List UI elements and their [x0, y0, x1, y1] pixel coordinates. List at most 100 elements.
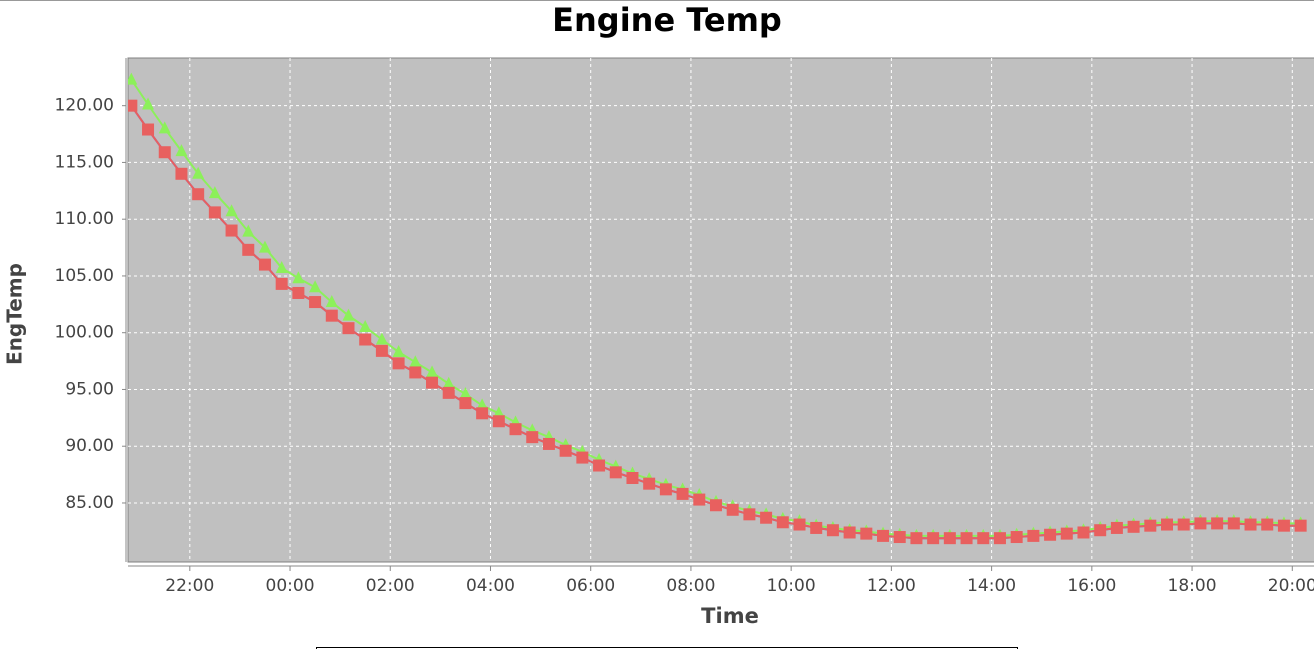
point-marker [843, 526, 856, 539]
point-marker [325, 295, 338, 308]
point-marker [409, 355, 422, 368]
point-marker [643, 477, 656, 490]
point-marker [492, 415, 505, 428]
y-tick-label: 120.00 [55, 96, 114, 116]
point-marker [442, 376, 455, 389]
point-marker [1127, 520, 1140, 533]
x-tick-label: 12:00 [867, 576, 916, 596]
point-marker [776, 516, 789, 529]
point-marker [359, 333, 372, 346]
point-marker [1010, 531, 1023, 544]
x-tick-label: 04:00 [466, 576, 515, 596]
point-marker [192, 166, 205, 179]
point-marker [826, 524, 839, 537]
plot-area [127, 57, 1314, 563]
legend-box [316, 647, 1018, 649]
point-marker [426, 365, 439, 378]
point-marker [960, 532, 973, 545]
point-marker [910, 532, 923, 545]
y-tick-label: 95.00 [65, 379, 114, 399]
point-marker [392, 345, 405, 357]
point-marker [1294, 519, 1307, 532]
point-marker [275, 261, 288, 273]
point-marker [409, 366, 422, 379]
point-marker [1211, 517, 1224, 530]
y-tick-label: 90.00 [65, 436, 114, 456]
point-marker [1110, 521, 1123, 534]
point-marker [1261, 518, 1274, 531]
chart-title: Engine Temp [552, 1, 782, 39]
y-tick-label: 115.00 [55, 152, 114, 172]
point-marker [292, 286, 305, 299]
x-tick-label: 10:00 [767, 576, 816, 596]
point-marker [225, 204, 238, 217]
point-marker [877, 529, 890, 542]
point-marker [626, 472, 639, 484]
point-marker [760, 511, 773, 524]
point-marker [258, 258, 271, 271]
point-marker [392, 357, 405, 370]
point-marker [1044, 528, 1057, 541]
point-marker [375, 332, 388, 345]
point-marker [1077, 526, 1090, 539]
point-marker [1277, 519, 1290, 532]
x-tick-label: 02:00 [366, 576, 415, 596]
y-tick-label: 85.00 [65, 493, 114, 513]
x-tick-label: 16:00 [1067, 576, 1116, 596]
point-marker [1177, 518, 1190, 531]
point-marker [977, 532, 990, 545]
x-tick-label: 22:00 [165, 576, 214, 596]
point-marker [158, 121, 171, 134]
point-marker [509, 423, 522, 436]
point-marker [726, 503, 739, 516]
point-marker [208, 206, 221, 219]
point-marker [128, 72, 138, 85]
point-marker [208, 186, 221, 199]
point-marker [1244, 518, 1257, 531]
y-axis-label: EngTemp [3, 263, 27, 365]
point-marker [342, 308, 355, 321]
point-marker [1227, 517, 1240, 530]
point-marker [275, 277, 288, 290]
x-tick-label: 06:00 [566, 576, 615, 596]
point-marker [1144, 519, 1157, 532]
x-tick-label: 20:00 [1268, 576, 1314, 596]
point-marker [158, 146, 171, 159]
point-marker [292, 271, 305, 284]
point-marker [325, 309, 338, 322]
plot-series [128, 72, 1307, 545]
point-marker [225, 224, 238, 237]
point-marker [258, 240, 271, 253]
point-marker [1161, 518, 1174, 531]
point-marker [426, 376, 439, 389]
point-marker [860, 527, 873, 540]
y-tick-label: 100.00 [55, 323, 114, 343]
x-tick-label: 14:00 [967, 576, 1016, 596]
point-marker [593, 459, 606, 472]
point-marker [1027, 529, 1040, 542]
point-marker [242, 243, 255, 256]
point-marker [309, 280, 322, 293]
y-tick-label: 105.00 [55, 266, 114, 286]
point-marker [375, 344, 388, 357]
point-marker [676, 487, 689, 500]
point-marker [576, 451, 589, 464]
point-marker [659, 483, 672, 496]
point-marker [175, 167, 188, 180]
point-marker [175, 144, 188, 157]
point-marker [142, 123, 155, 136]
point-marker [526, 431, 539, 444]
point-marker [242, 224, 255, 237]
point-marker [128, 99, 138, 112]
point-marker [1060, 527, 1073, 540]
point-marker [810, 521, 823, 534]
point-marker [793, 518, 806, 531]
point-marker [309, 296, 322, 309]
point-marker [542, 437, 555, 450]
x-tick-label: 18:00 [1168, 576, 1217, 596]
x-tick-label: 08:00 [666, 576, 715, 596]
point-marker [342, 322, 355, 335]
point-marker [693, 493, 706, 506]
